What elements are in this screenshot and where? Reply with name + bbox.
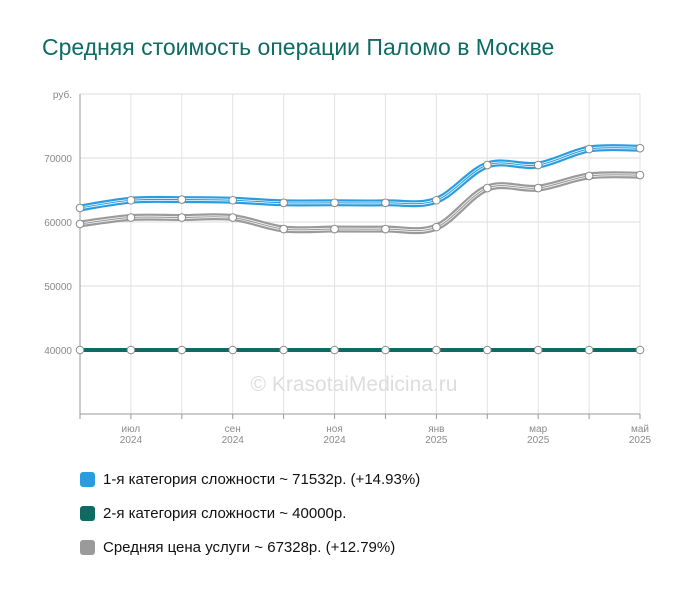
data-point-series-1 [635,143,645,153]
series [76,144,644,352]
y-tick-label: 50000 [44,282,72,293]
data-point-series-2 [228,345,238,355]
data-point-series-2 [482,345,492,355]
legend-swatch-2 [80,505,95,521]
data-point-series-1 [533,160,543,170]
legend-item-2[interactable]: 2-я категория сложности ~ 40000р. [80,496,420,530]
legend-swatch-1 [80,471,95,487]
data-point-series-2 [533,345,543,355]
data-point-series-2 [279,345,288,355]
data-point-series-1 [126,195,136,205]
y-tick-label: 60000 [44,218,72,229]
data-point-series-1 [584,144,594,154]
y-unit-label: руб. [53,89,72,101]
data-point-series-3 [330,224,339,234]
x-tick-label-year: 2025 [527,435,550,446]
data-point-series-3 [635,170,645,180]
data-point-series-3 [533,183,543,193]
data-point-series-3 [381,224,390,234]
data-point-series-3 [584,171,594,181]
x-tick-label-month: июл [122,424,141,435]
data-point-series-1 [330,198,339,208]
line-chart: 40000500006000070000руб.июл2024сен2024но… [44,89,651,446]
legend-swatch-3 [80,539,95,555]
y-tick-label: 40000 [44,346,72,357]
data-point-series-1 [75,203,85,213]
data-point-series-2 [330,345,339,355]
data-point-series-2 [126,345,136,355]
x-tick-label-year: 2025 [425,435,448,446]
data-point-series-1 [381,198,390,208]
data-point-series-3 [432,222,441,232]
legend: 1-я категория сложности ~ 71532р. (+14.9… [80,462,420,564]
x-tick-label-year: 2024 [222,435,245,446]
legend-item-1[interactable]: 1-я категория сложности ~ 71532р. (+14.9… [80,462,420,496]
data-point-series-3 [126,213,136,222]
grid [80,93,641,414]
data-point-series-1 [279,198,288,208]
data-point-series-2 [635,345,645,355]
legend-label-2: 2-я категория сложности ~ 40000р. [103,504,347,522]
legend-item-3[interactable]: Средняя цена услуги ~ 67328р. (+12.79%) [80,530,420,564]
data-point-series-1 [177,195,187,204]
page-title: Средняя стоимость операции Паломо в Моск… [42,34,555,60]
y-tick-label: 70000 [44,154,72,165]
watermark-text: © KrasotaiMedicina.ru [251,373,458,396]
data-point-series-2 [432,345,441,355]
x-tick-label-year: 2025 [629,435,652,446]
data-point-series-2 [381,345,390,355]
legend-label-1: 1-я категория сложности ~ 71532р. (+14.9… [103,470,421,488]
x-tick-label-month: май [631,424,649,435]
data-point-series-1 [482,160,492,170]
x-tick-label-year: 2024 [120,435,143,446]
legend-label-3: Средняя цена услуги ~ 67328р. (+12.79%) [103,538,396,556]
x-tick-label-year: 2024 [323,435,346,446]
x-tick-label-month: янв [428,424,444,435]
data-point-series-1 [228,195,238,205]
data-point-series-1 [432,195,441,205]
x-tick-label-month: ноя [326,424,343,435]
data-point-series-2 [75,345,85,355]
x-tick-label-month: сен [225,424,241,435]
data-points [75,143,645,355]
data-point-series-3 [482,183,492,193]
data-point-series-3 [228,213,238,222]
data-point-series-3 [279,224,288,234]
data-point-series-3 [177,213,187,222]
data-point-series-2 [177,345,187,355]
data-point-series-2 [584,345,594,355]
x-tick-label-month: мар [529,424,547,435]
axes: 40000500006000070000руб.июл2024сен2024но… [44,89,651,446]
data-point-series-3 [75,219,85,229]
